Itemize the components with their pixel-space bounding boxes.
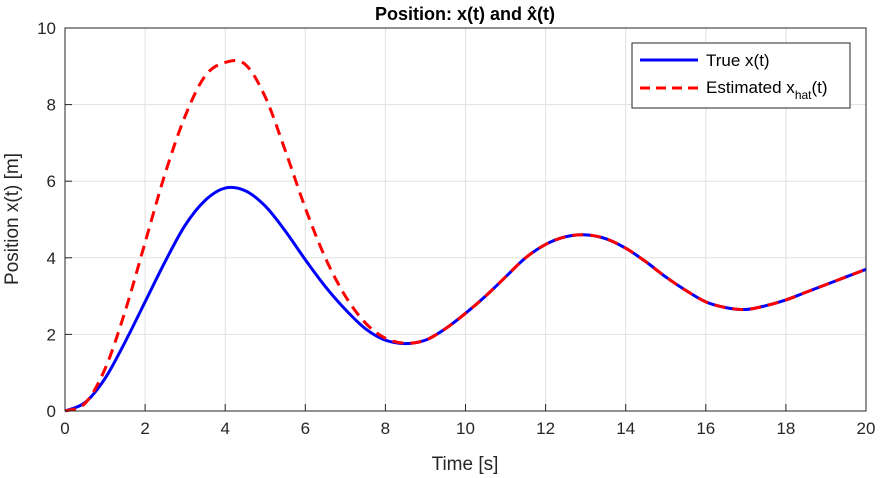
x-axis-label: Time [s] (432, 454, 499, 475)
series-lines (64, 59, 867, 413)
x-tick-label: 10 (456, 419, 475, 438)
y-tick-label: 8 (47, 96, 56, 115)
x-tick-label: 20 (857, 419, 876, 438)
legend-estimated-sub: hat (795, 88, 812, 102)
y-tick-label: 10 (37, 19, 56, 38)
y-tick-label: 4 (47, 249, 56, 268)
legend-estimated-main: Estimated x (706, 78, 795, 97)
y-tick-label: 2 (47, 325, 56, 344)
series-estimated-line (64, 59, 867, 413)
x-tick-label: 6 (301, 419, 310, 438)
x-tick-label: 2 (140, 419, 149, 438)
chart-title: Position: x(t) and x̂(t) (375, 4, 555, 24)
legend-estimated-tail: (t) (812, 78, 828, 97)
legend-box (631, 42, 851, 109)
legend: True x(t) Estimated xhat(t) (631, 42, 851, 109)
x-tick-label: 16 (696, 419, 715, 438)
x-tick-label: 4 (220, 419, 229, 438)
y-tick-label: 0 (47, 402, 56, 421)
x-tick-label: 14 (616, 419, 635, 438)
x-tick-label: 18 (776, 419, 795, 438)
x-tick-label: 8 (381, 419, 390, 438)
legend-estimated-label: Estimated xhat(t) (706, 78, 828, 102)
x-tick-label: 12 (536, 419, 555, 438)
legend-true-label: True x(t) (706, 51, 770, 70)
axis-ticks: 0 2 4 6 8 10 12 14 16 18 20 0 2 4 6 8 10 (37, 19, 875, 438)
x-tick-label: 0 (60, 419, 69, 438)
y-tick-label: 6 (47, 172, 56, 191)
y-axis-label: Position x(t) [m] (2, 153, 23, 285)
